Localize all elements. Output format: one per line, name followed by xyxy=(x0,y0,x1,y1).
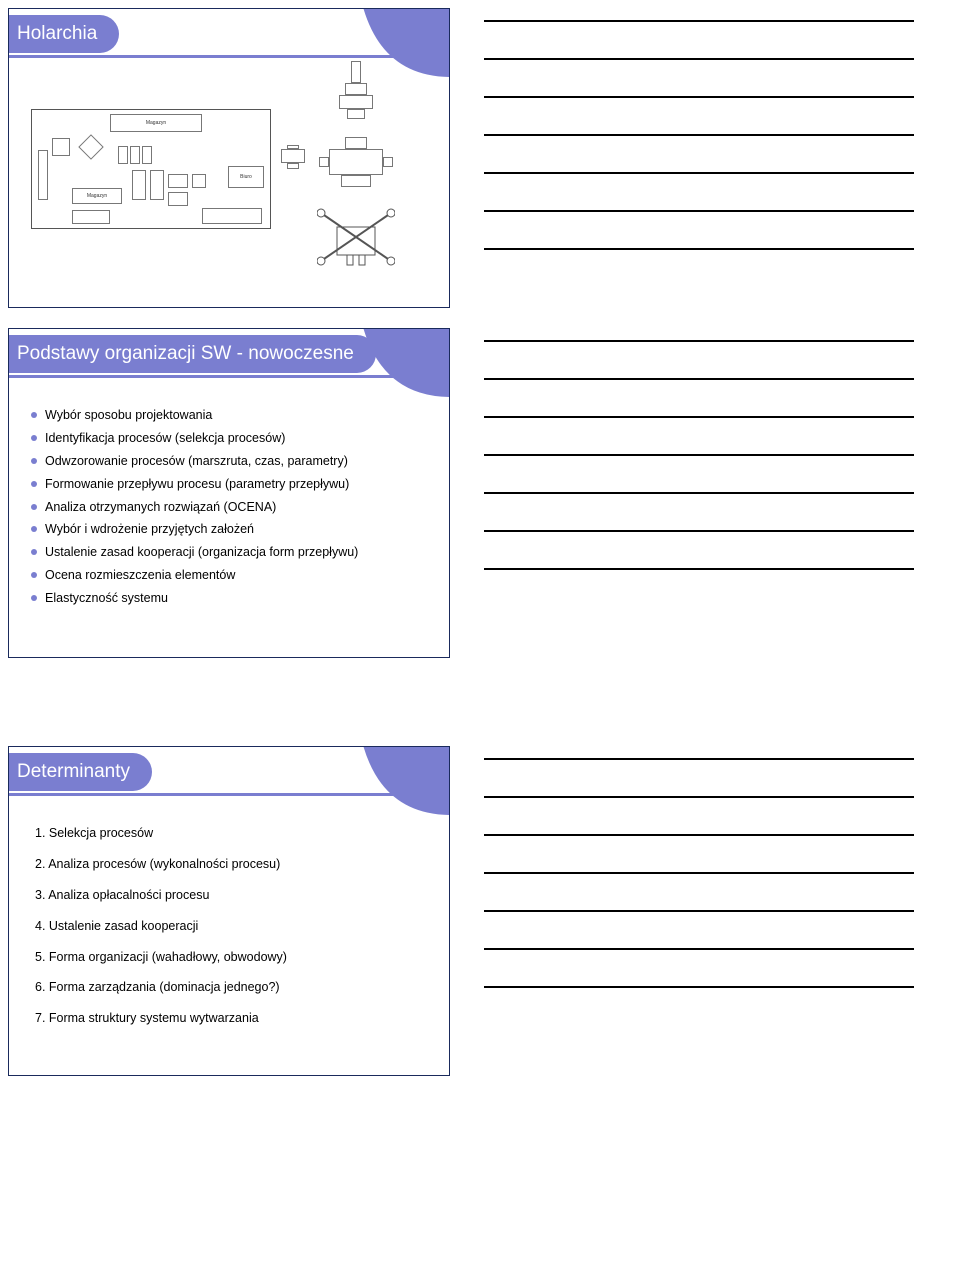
note-line xyxy=(484,58,914,60)
bullet-list: Wybór sposobu projektowania Identyfikacj… xyxy=(31,407,431,607)
note-line xyxy=(484,248,914,250)
slide-body: 1. Selekcja procesów 2. Analiza procesów… xyxy=(9,817,449,1059)
note-line xyxy=(484,758,914,760)
note-lines xyxy=(484,328,914,606)
note-line xyxy=(484,340,914,342)
note-line xyxy=(484,530,914,532)
connector-box xyxy=(281,145,305,173)
slide-title-bar: Holarchia xyxy=(8,15,119,53)
slide-body: Wybór sposobu projektowania Identyfikacj… xyxy=(9,399,449,631)
room xyxy=(72,210,110,224)
list-item: 5. Forma organizacji (wahadłowy, obwodow… xyxy=(31,949,431,966)
slide-3-col: Determinanty 1. Selekcja procesów 2. Ana… xyxy=(0,738,460,1156)
slide-title-bar: Determinanty xyxy=(8,753,152,791)
corner-swoop-icon xyxy=(363,328,450,397)
list-item: Elastyczność systemu xyxy=(31,590,431,607)
room xyxy=(202,208,262,224)
room xyxy=(168,174,188,188)
slide-title: Determinanty xyxy=(17,761,130,783)
room-magazyn-top: Magazyn xyxy=(110,114,202,132)
note-line xyxy=(484,492,914,494)
room xyxy=(118,146,128,164)
list-item: Identyfikacja procesów (selekcja procesó… xyxy=(31,430,431,447)
list-item: 4. Ustalenie zasad kooperacji xyxy=(31,918,431,935)
slide-header: Holarchia xyxy=(9,9,449,79)
note-line xyxy=(484,948,914,950)
room xyxy=(150,170,164,200)
note-lines xyxy=(484,8,914,286)
slide-body: Magazyn Biuro Magazyn xyxy=(9,79,449,297)
room xyxy=(38,150,48,200)
machine-press-center xyxy=(319,137,393,193)
slide-2-col: Podstawy organizacji SW - nowoczesne Wyb… xyxy=(0,320,460,738)
note-line xyxy=(484,134,914,136)
notes-1-col xyxy=(460,0,960,320)
room xyxy=(130,146,140,164)
list-item: 6. Forma zarządzania (dominacja jednego?… xyxy=(31,979,431,996)
note-lines xyxy=(484,746,914,1024)
row-2: Podstawy organizacji SW - nowoczesne Wyb… xyxy=(0,320,960,738)
room xyxy=(132,170,146,200)
notes-3-col xyxy=(460,738,960,1156)
handout-page: Holarchia Magazyn Biuro xyxy=(0,0,960,1272)
floorplan: Magazyn Biuro Magazyn xyxy=(31,109,271,229)
list-item: 7. Forma struktury systemu wytwarzania xyxy=(31,1010,431,1027)
slide-header: Podstawy organizacji SW - nowoczesne xyxy=(9,329,449,399)
numbered-list: 1. Selekcja procesów 2. Analiza procesów… xyxy=(31,825,431,1027)
room xyxy=(192,174,206,188)
list-item: Ustalenie zasad kooperacji (organizacja … xyxy=(31,544,431,561)
note-line xyxy=(484,416,914,418)
corner-swoop-icon xyxy=(363,8,450,77)
note-line xyxy=(484,20,914,22)
slide-1-col: Holarchia Magazyn Biuro xyxy=(0,0,460,320)
list-item: Odwzorowanie procesów (marszruta, czas, … xyxy=(31,453,431,470)
row-3: Determinanty 1. Selekcja procesów 2. Ana… xyxy=(0,738,960,1156)
note-line xyxy=(484,568,914,570)
list-item: Formowanie przepływu procesu (parametry … xyxy=(31,476,431,493)
note-line xyxy=(484,986,914,988)
note-line xyxy=(484,834,914,836)
slide-determinanty: Determinanty 1. Selekcja procesów 2. Ana… xyxy=(8,746,450,1076)
note-line xyxy=(484,210,914,212)
list-item: 1. Selekcja procesów xyxy=(31,825,431,842)
note-line xyxy=(484,172,914,174)
slide-title-bar: Podstawy organizacji SW - nowoczesne xyxy=(8,335,376,373)
slide-podstawy: Podstawy organizacji SW - nowoczesne Wyb… xyxy=(8,328,450,658)
room-biuro: Biuro xyxy=(228,166,264,188)
room-magazyn-left: Magazyn xyxy=(72,188,122,204)
list-item: 2. Analiza procesów (wykonalności proces… xyxy=(31,856,431,873)
list-item: Wybór i wdrożenie przyjętych założeń xyxy=(31,521,431,538)
note-line xyxy=(484,378,914,380)
machine-press-bottom xyxy=(317,207,395,267)
room xyxy=(78,134,103,159)
note-line xyxy=(484,872,914,874)
notes-2-col xyxy=(460,320,960,738)
room xyxy=(142,146,152,164)
note-line xyxy=(484,796,914,798)
factory-diagram: Magazyn Biuro Magazyn xyxy=(31,79,431,279)
row-1: Holarchia Magazyn Biuro xyxy=(0,0,960,320)
slide-holarchia: Holarchia Magazyn Biuro xyxy=(8,8,450,308)
room xyxy=(168,192,188,206)
slide-header: Determinanty xyxy=(9,747,449,817)
note-line xyxy=(484,96,914,98)
list-item: Wybór sposobu projektowania xyxy=(31,407,431,424)
list-item: Analiza otrzymanych rozwiązań (OCENA) xyxy=(31,499,431,516)
list-item: 3. Analiza opłacalności procesu xyxy=(31,887,431,904)
slide-title: Holarchia xyxy=(17,23,97,45)
note-line xyxy=(484,454,914,456)
corner-swoop-icon xyxy=(363,746,450,815)
slide-title: Podstawy organizacji SW - nowoczesne xyxy=(17,343,354,365)
note-line xyxy=(484,910,914,912)
room xyxy=(52,138,70,156)
list-item: Ocena rozmieszczenia elementów xyxy=(31,567,431,584)
